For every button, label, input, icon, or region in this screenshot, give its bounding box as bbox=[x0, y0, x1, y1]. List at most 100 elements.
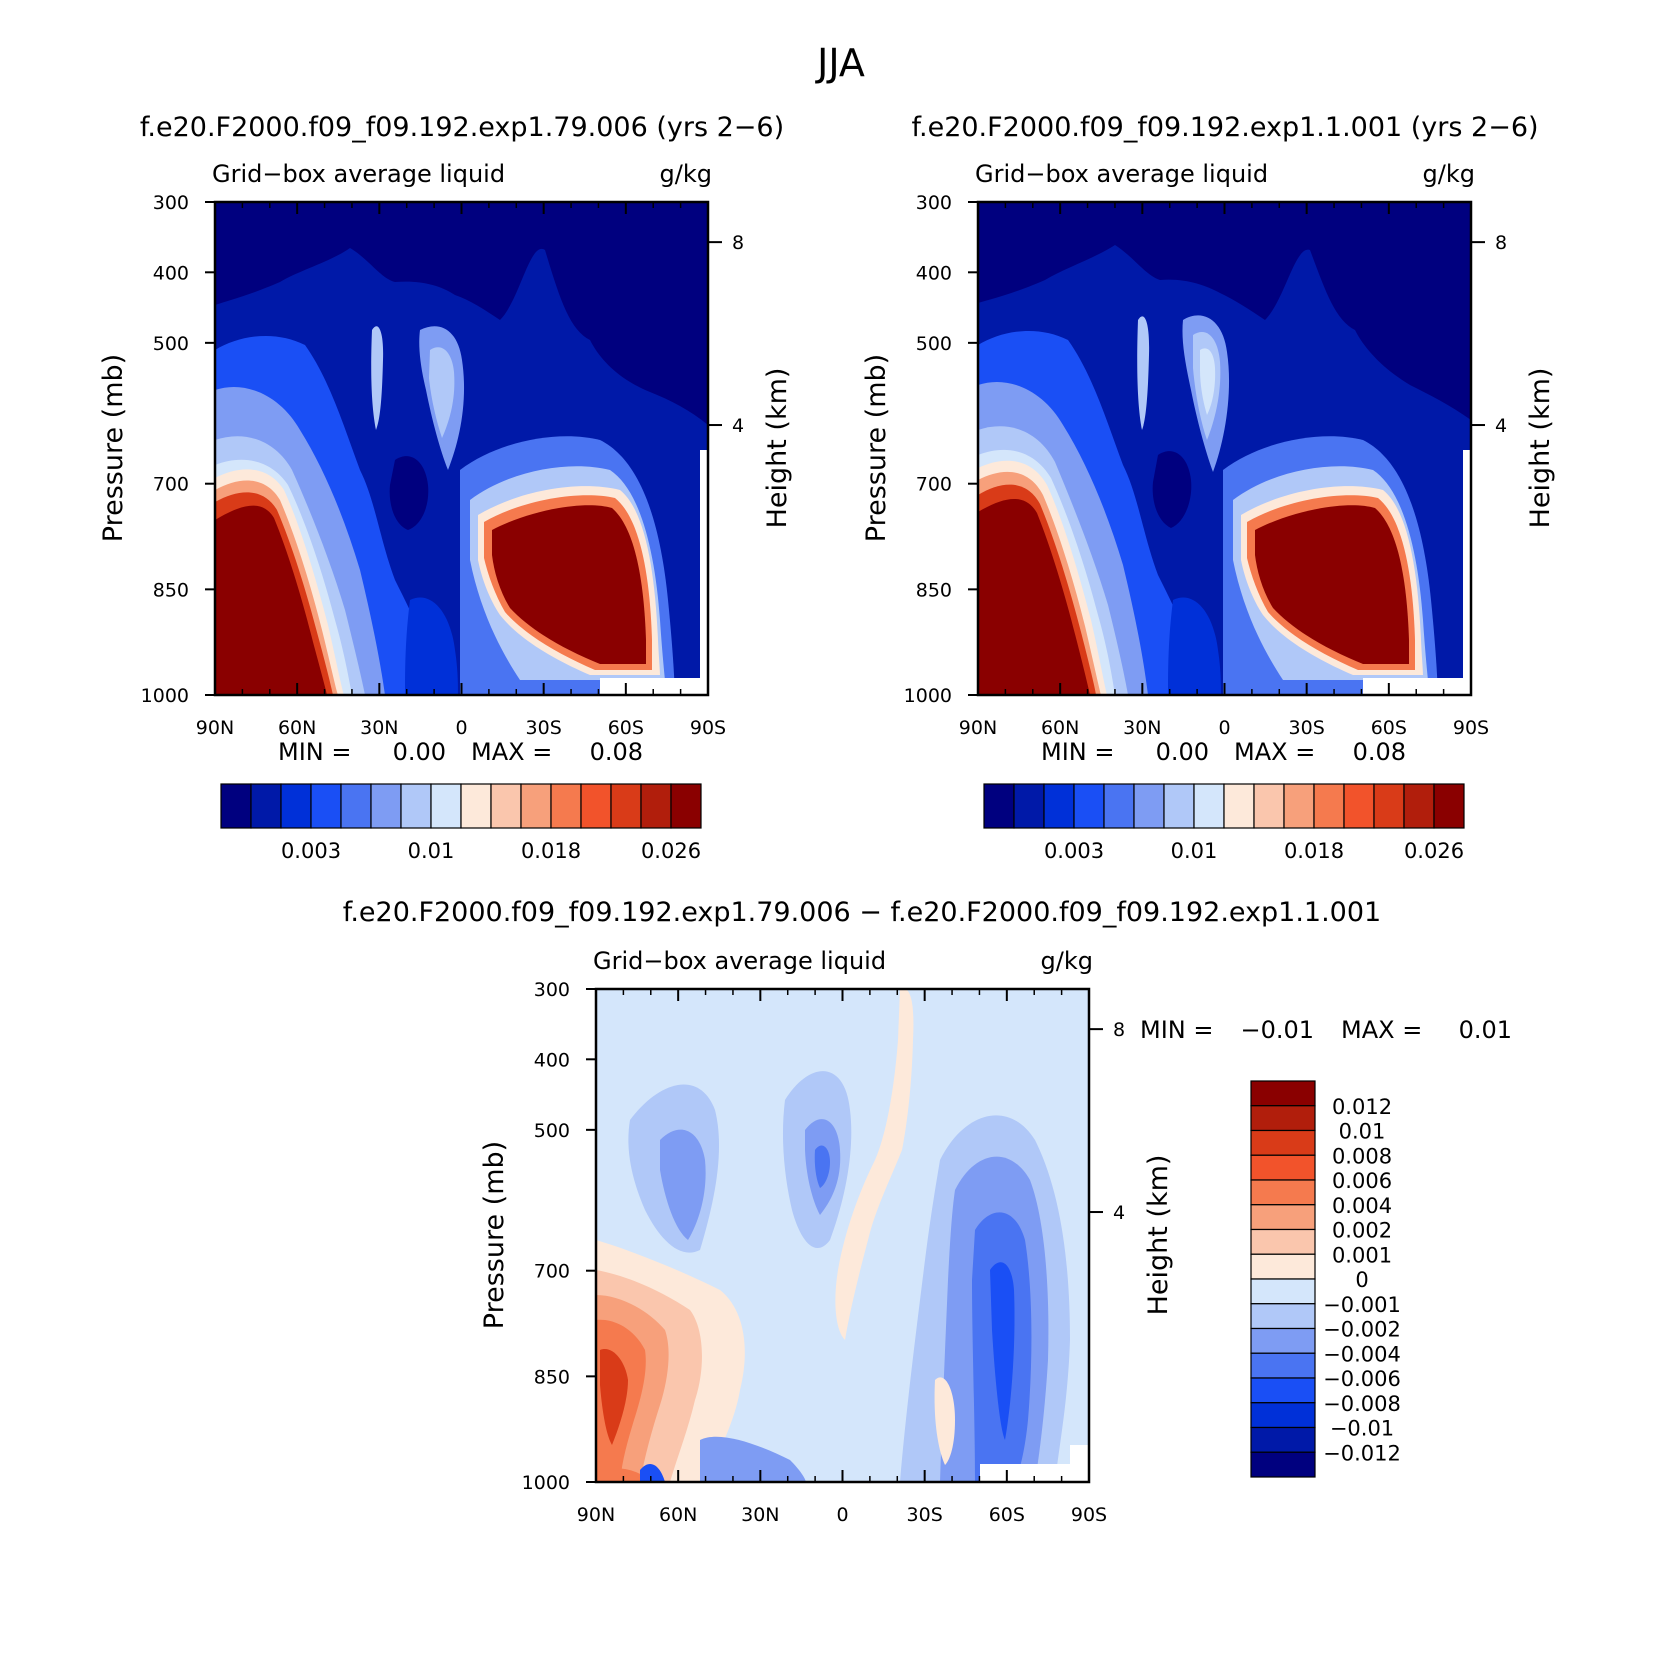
colorbar-label: 0.01 bbox=[408, 839, 455, 863]
colorbar-label: −0.001 bbox=[1323, 1293, 1401, 1317]
x-tick-label: 90S bbox=[690, 717, 726, 739]
panel-a-field-label: Grid−box average liquid bbox=[212, 160, 505, 188]
colorbar-swatch bbox=[1253, 783, 1285, 829]
figure-title: JJA bbox=[815, 41, 865, 85]
panel-diff-min-label: MIN = bbox=[1140, 1016, 1213, 1044]
colorbar-label: 0.026 bbox=[641, 839, 701, 863]
x-tick-label: 30N bbox=[1123, 717, 1161, 739]
y-tick-label: 1000 bbox=[141, 685, 189, 707]
panel-b-narrow-plume bbox=[1137, 316, 1150, 430]
y-tick-label: 400 bbox=[534, 1049, 570, 1071]
colorbar-swatch bbox=[1163, 783, 1195, 829]
panel-a-sh-core bbox=[492, 505, 646, 664]
panel-a-title: f.e20.F2000.f09_f09.192.exp1.79.006 (yrs… bbox=[140, 112, 784, 143]
panel-diff-min-value: −0.01 bbox=[1240, 1016, 1314, 1044]
panel-a-missing-bottom bbox=[600, 678, 708, 695]
panel-diff-y2label: Height (km) bbox=[1143, 1155, 1174, 1316]
colorbar-swatch bbox=[640, 783, 672, 829]
y-tick-label: 300 bbox=[153, 192, 189, 214]
y-tick-label: 400 bbox=[916, 262, 952, 284]
colorbar-label: 0.01 bbox=[1339, 1120, 1386, 1144]
x-tick-label: 0 bbox=[1218, 717, 1230, 739]
panel-diff-ylabel: Pressure (mb) bbox=[479, 1141, 510, 1329]
colorbar-swatch bbox=[1250, 1253, 1316, 1280]
x-tick-label: 90N bbox=[959, 717, 997, 739]
colorbar-label: 0.001 bbox=[1332, 1243, 1392, 1267]
panel-diff-axes: 90N 60N 30N 0 30S 60S 90S 300 400 500 700 850 1000 8 4 bbox=[522, 979, 1125, 1526]
panel-a-dark-core bbox=[389, 456, 429, 530]
panel-diff-max-value: 0.01 bbox=[1459, 1016, 1512, 1044]
colorbar-swatch bbox=[1250, 1080, 1316, 1107]
colorbar-swatch bbox=[1403, 783, 1435, 829]
colorbar-swatch bbox=[460, 783, 492, 829]
colorbar-swatch bbox=[983, 783, 1015, 829]
y2-tick-label: 8 bbox=[1495, 232, 1507, 254]
colorbar-swatch bbox=[1283, 783, 1315, 829]
panel-b-lower-dark bbox=[1168, 597, 1221, 695]
colorbar-swatch bbox=[1250, 1352, 1316, 1379]
colorbar-swatch bbox=[610, 783, 642, 829]
y2-tick-label: 4 bbox=[1495, 415, 1507, 437]
colorbar-swatch bbox=[1073, 783, 1105, 829]
colorbar-swatch bbox=[1250, 1228, 1316, 1255]
panel-a-colorbar: 0.003 0.01 0.018 0.026 bbox=[220, 783, 702, 863]
panel-b: Grid−box average liquid g/kg Pressure (m… bbox=[861, 160, 1556, 863]
panel-diff: Grid−box average liquid g/kg Pressure (m… bbox=[479, 947, 1512, 1526]
x-tick-label: 60N bbox=[1041, 717, 1079, 739]
x-tick-label: 30S bbox=[526, 717, 562, 739]
y-tick-label: 700 bbox=[153, 474, 189, 496]
panel-a-narrow-plume bbox=[371, 326, 384, 430]
colorbar-swatch bbox=[1250, 1426, 1316, 1453]
panel-diff-sh-cream bbox=[934, 1377, 955, 1465]
panel-diff-blob2-core bbox=[814, 1145, 830, 1188]
y-tick-label: 400 bbox=[153, 262, 189, 284]
colorbar-swatch bbox=[280, 783, 312, 829]
y-tick-label: 1000 bbox=[522, 1472, 570, 1494]
colorbar-label: 0.008 bbox=[1332, 1144, 1392, 1168]
panel-diff-cream-column bbox=[835, 989, 914, 1340]
panel-diff-sh-core bbox=[990, 1262, 1015, 1440]
panel-b-sh-core bbox=[1255, 505, 1409, 664]
colorbar-swatch bbox=[1223, 783, 1255, 829]
colorbar-label: −0.004 bbox=[1323, 1342, 1401, 1366]
panel-b-eq-column-core bbox=[1200, 348, 1216, 415]
x-tick-label: 30S bbox=[907, 1504, 943, 1526]
panel-b-field-label: Grid−box average liquid bbox=[975, 160, 1268, 188]
y-tick-label: 300 bbox=[534, 979, 570, 1001]
y-tick-label: 850 bbox=[916, 579, 952, 601]
panel-diff-blob1-mid bbox=[660, 1129, 706, 1240]
y2-tick-label: 8 bbox=[732, 232, 744, 254]
y-tick-label: 700 bbox=[916, 474, 952, 496]
colorbar-swatch bbox=[1373, 783, 1405, 829]
x-tick-label: 0 bbox=[836, 1504, 848, 1526]
y-tick-label: 850 bbox=[534, 1366, 570, 1388]
panel-b-missing-edge bbox=[1463, 450, 1471, 695]
y-tick-label: 500 bbox=[916, 333, 952, 355]
colorbar-swatch bbox=[1013, 783, 1045, 829]
colorbar-label: 0.018 bbox=[521, 839, 581, 863]
colorbar-swatch bbox=[670, 783, 702, 829]
x-tick-label: 90N bbox=[577, 1504, 615, 1526]
x-tick-label: 90S bbox=[1071, 1504, 1107, 1526]
panel-a-min-label: MIN = bbox=[278, 738, 351, 766]
x-tick-label: 30N bbox=[741, 1504, 779, 1526]
colorbar-label: 0.004 bbox=[1332, 1194, 1392, 1218]
colorbar-swatch bbox=[370, 783, 402, 829]
y-tick-label: 500 bbox=[534, 1120, 570, 1142]
colorbar-label: 0.006 bbox=[1332, 1169, 1392, 1193]
panel-diff-title: f.e20.F2000.f09_f09.192.exp1.79.006 − f.… bbox=[343, 897, 1381, 928]
panel-a-y2label: Height (km) bbox=[762, 368, 793, 529]
colorbar-label: 0.026 bbox=[1404, 839, 1464, 863]
colorbar-swatch bbox=[400, 783, 432, 829]
colorbar-swatch bbox=[1250, 1402, 1316, 1429]
colorbar-swatch bbox=[310, 783, 342, 829]
x-tick-label: 90N bbox=[196, 717, 234, 739]
colorbar-swatch bbox=[1313, 783, 1345, 829]
x-tick-label: 60S bbox=[989, 1504, 1025, 1526]
panel-b-axes: 90N 60N 30N 0 30S 60S 90S 300 400 500 700 850 1000 8 4 bbox=[904, 192, 1507, 739]
panel-b-ylabel: Pressure (mb) bbox=[861, 354, 892, 542]
panel-b-upper-dark bbox=[978, 202, 1471, 420]
colorbar-swatch bbox=[430, 783, 462, 829]
colorbar-swatch bbox=[1250, 1278, 1316, 1305]
